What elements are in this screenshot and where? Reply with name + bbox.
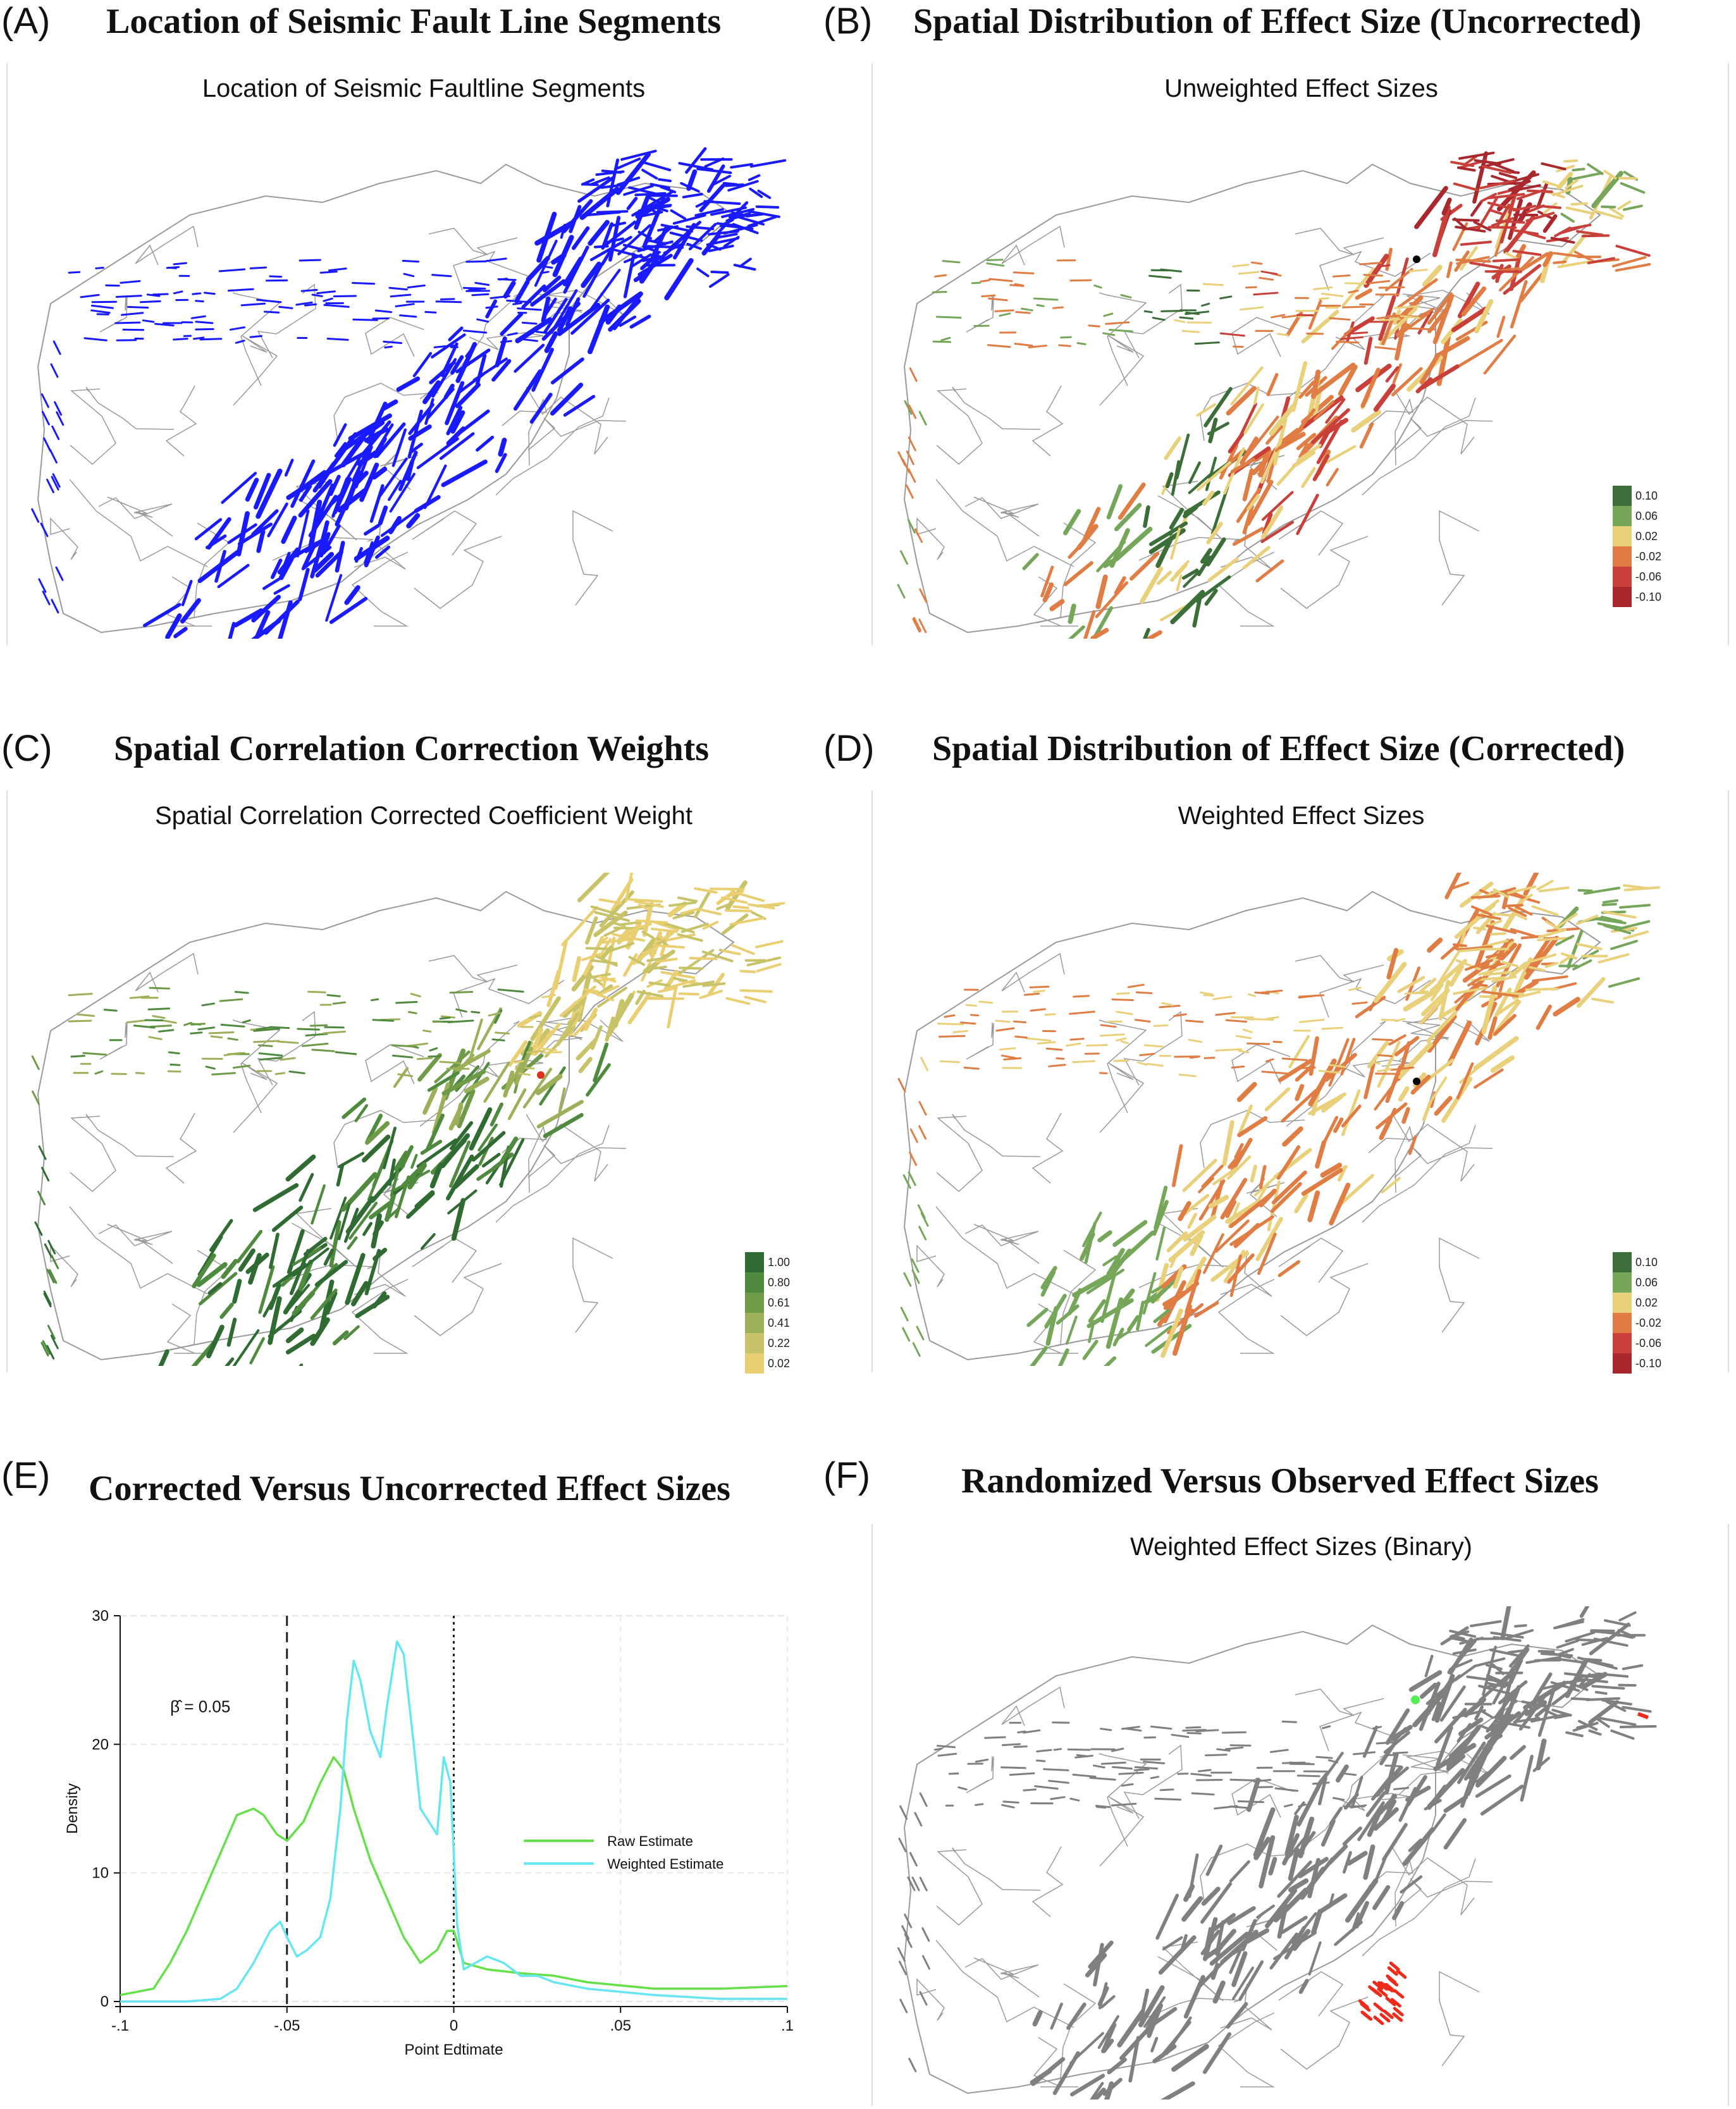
panel-f-letter: (F) [823, 1455, 871, 1496]
y-tick-label: 20 [92, 1736, 109, 1753]
y-tick-label: 30 [92, 1608, 109, 1625]
x-tick-label: .1 [781, 2017, 794, 2034]
y-tick-label: 0 [101, 1993, 109, 2010]
legend-label: 0.02 [768, 1356, 791, 1370]
reference-point-marker [1413, 1078, 1420, 1085]
significant-cluster [1358, 1961, 1407, 2026]
legend-label: 0.80 [768, 1276, 791, 1289]
panel-b-letter: (B) [823, 1, 873, 42]
legend-label: 0.61 [768, 1296, 791, 1309]
panel-f-map-frame: Weighted Effect Sizes (Binary) [866, 1524, 1736, 2106]
significant-cluster [1637, 1712, 1649, 1719]
x-tick-label: -.1 [111, 2017, 129, 2034]
legend-label: -0.10 [1635, 1356, 1662, 1370]
map-c-segments [31, 873, 785, 1366]
panel-b-legend: 0.10 0.06 0.02 -0.02 -0.06 -0.10 [1613, 486, 1661, 607]
x-tick-label: .05 [610, 2017, 631, 2034]
legend-label: 0.02 [1635, 529, 1658, 543]
panel-a-subtitle: Location of Seismic Faultline Segments [202, 75, 646, 102]
unweighted-effect-map [897, 151, 1651, 639]
legend-label: 0.10 [1635, 489, 1658, 502]
legend-label: -0.10 [1635, 590, 1662, 603]
panel-d-letter: (D) [823, 728, 875, 769]
panel-d-subtitle: Weighted Effect Sizes [1178, 802, 1425, 830]
panel-f-subtitle: Weighted Effect Sizes (Binary) [1130, 1533, 1472, 1561]
raw-estimate-line [120, 1755, 788, 1996]
map-a-segments [31, 147, 787, 639]
map-d-boundaries [903, 890, 1601, 1361]
panel-c-subtitle: Spatial Correlation Corrected Coefficien… [154, 802, 693, 830]
x-tick-label: -.05 [274, 2017, 300, 2034]
panel-a-title: Location of Seismic Fault Line Segments [106, 2, 722, 41]
legend-label: 0.02 [1635, 1296, 1658, 1309]
legend-label: -0.06 [1635, 570, 1662, 583]
panel-f-title: Randomized Versus Observed Effect Sizes [961, 1461, 1599, 1501]
reference-point-marker [1411, 1695, 1420, 1704]
legend-label: Raw Estimate [607, 1833, 693, 1849]
panel-b-title: Spatial Distribution of Effect Size (Unc… [913, 2, 1642, 41]
panel-d-legend: 0.10 0.06 0.02 -0.02 -0.06 -0.10 [1613, 1252, 1661, 1374]
legend-label: 0.06 [1635, 1276, 1658, 1289]
reference-point-marker [1413, 255, 1420, 263]
beta-annotation: β̂ = 0.05 [170, 1697, 230, 1716]
legend-label: -0.02 [1635, 550, 1662, 563]
legend-label: -0.06 [1635, 1336, 1662, 1350]
x-tick-label: 0 [450, 2017, 458, 2034]
panel-c-map-frame: Spatial Correlation Corrected Coefficien… [0, 790, 847, 1374]
panel-c-letter: (C) [1, 728, 52, 769]
correction-weight-map [31, 873, 785, 1366]
map-f-boundaries [903, 1624, 1601, 2094]
legend-label: 0.22 [768, 1336, 791, 1350]
panel-b-subtitle: Unweighted Effect Sizes [1164, 75, 1438, 102]
legend-label: 0.06 [1635, 509, 1658, 522]
weighted-estimate-line [120, 1640, 787, 2003]
panel-e-letter: (E) [1, 1455, 51, 1496]
legend-label: -0.02 [1635, 1316, 1662, 1329]
panel-c-legend: 1.00 0.80 0.61 0.41 0.22 0.02 [745, 1252, 790, 1374]
panel-a-map-frame: Location of Seismic Faultline Segments [0, 63, 847, 645]
legend-label: 0.41 [768, 1316, 791, 1329]
panel-b-map-frame: Unweighted Effect Sizes 0.10 0.06 0.02 -… [866, 63, 1736, 645]
legend-label: Weighted Estimate [607, 1856, 723, 1872]
y-tick-label: 10 [92, 1865, 109, 1882]
reference-point-marker [537, 1071, 545, 1079]
weighted-effect-map [897, 873, 1661, 1366]
panel-d-map-frame: Weighted Effect Sizes 0.10 0.06 0.02 -0.… [866, 790, 1736, 1374]
y-axis-label: Density [64, 1783, 81, 1834]
x-axis-label: Point Edtimate [404, 2041, 503, 2058]
binary-effect-map [897, 1606, 1657, 2100]
panel-c-title: Spatial Correlation Correction Weights [114, 729, 710, 768]
legend-label: 1.00 [768, 1255, 791, 1269]
panel-e-title: Corrected Versus Uncorrected Effect Size… [89, 1469, 730, 1508]
density-chart: 0 10 20 30 -.1 -.05 0 .05 .1 Point Edtimate Densit… [64, 1608, 794, 2058]
map-a-boundaries [37, 163, 735, 634]
map-b-segments [897, 151, 1651, 639]
panel-a-letter: (A) [1, 1, 51, 42]
fault-line-map [31, 147, 787, 639]
panel-d-title: Spatial Distribution of Effect Size (Cor… [932, 729, 1625, 768]
map-f-segments [897, 1606, 1657, 2100]
map-d-segments [897, 873, 1661, 1366]
legend-label: 0.10 [1635, 1255, 1658, 1269]
map-c-boundaries [37, 890, 735, 1361]
